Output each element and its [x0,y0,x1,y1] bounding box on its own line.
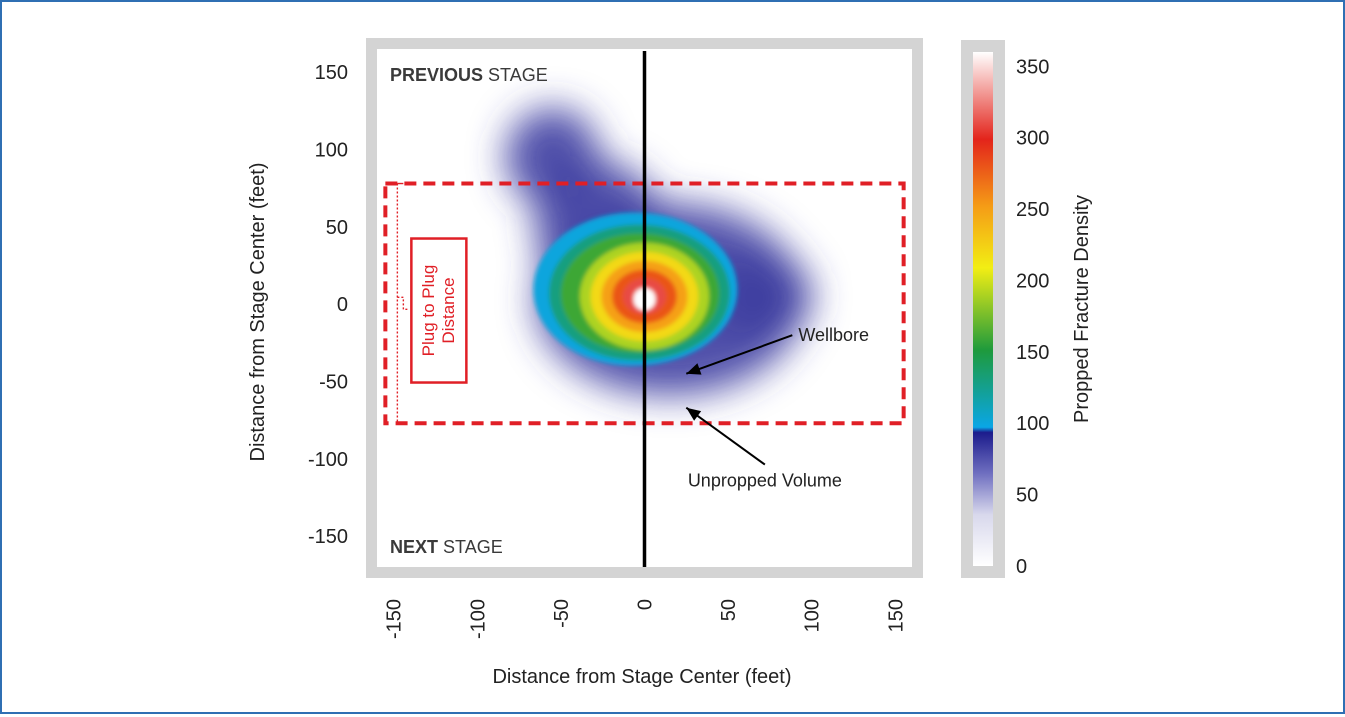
y-tick-label: 100 [315,140,348,162]
y-tick-labels: 150 100 50 0 -50 -100 -150 [308,62,348,548]
colorbar-tick-labels: 350 300 250 200 150 100 50 0 [1016,56,1049,578]
plug-label-line1: Plug to Plug [419,265,438,357]
x-tick-label: 0 [635,599,657,610]
plug-distance-marker [396,182,410,424]
plug-marker-bracket [397,296,410,311]
x-tick-label: -100 [467,599,489,639]
colorbar-tick-label: 150 [1016,342,1049,364]
annotation-label: Unpropped Volume [688,471,842,491]
y-tick-label: -50 [319,371,348,393]
x-axis-label: Distance from Stage Center (feet) [492,666,791,688]
colorbar-tick-label: 300 [1016,128,1049,150]
previous-stage-label: PREVIOUS STAGE [390,65,548,85]
y-tick-label: -100 [308,449,348,471]
colorbar-tick-label: 0 [1016,556,1027,578]
y-tick-label: 0 [337,294,348,316]
x-tick-label: -150 [384,599,406,639]
annotation-arrow [685,334,793,375]
colorbar-tick-label: 350 [1016,56,1049,78]
contour-bands [533,212,738,366]
annotation-label: Wellbore [798,325,869,345]
next-stage-label: NEXT STAGE [390,537,503,557]
next-label-bold: NEXT [390,537,438,557]
y-axis-label: Distance from Stage Center (feet) [247,162,269,461]
x-tick-label: 100 [802,599,824,632]
annotation-arrowhead [686,363,702,375]
annotation-arrow [685,406,766,466]
x-tick-label: 50 [718,599,740,621]
previous-label-bold: PREVIOUS [390,65,483,85]
colorbar-label: Propped Fracture Density [1071,195,1093,423]
annotation-arrowhead [686,407,702,421]
colorbar [973,52,993,566]
colorbar-tick-label: 100 [1016,413,1049,435]
x-tick-labels: -150 -100 -50 0 50 100 150 [384,599,908,639]
next-label-rest: STAGE [443,537,503,557]
colorbar-tick-label: 250 [1016,199,1049,221]
x-tick-label: -50 [551,599,573,628]
colorbar-tick-label: 50 [1016,485,1038,507]
y-tick-label: 50 [326,217,348,239]
y-tick-label: 150 [315,62,348,84]
plug-label-box [410,237,468,384]
plug-label-line2: Distance [439,277,458,343]
y-tick-label: -150 [308,526,348,548]
annotations: Wellbore Unpropped Volume [685,325,869,491]
x-tick-label: 150 [885,599,907,632]
previous-label-rest: STAGE [488,65,548,85]
colorbar-tick-label: 200 [1016,270,1049,292]
